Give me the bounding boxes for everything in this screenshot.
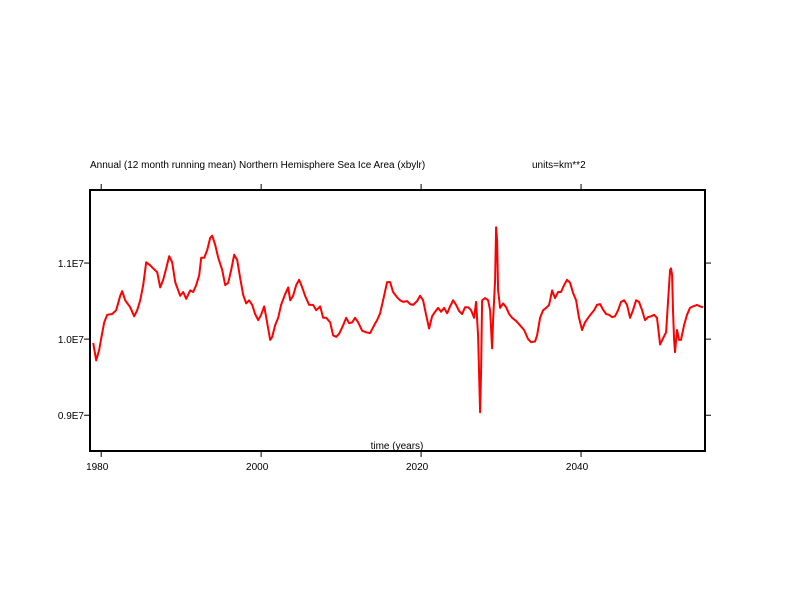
plot-frame bbox=[89, 189, 706, 452]
y-tick-label: 0.9E7 bbox=[58, 411, 85, 422]
x-tick-label: 2000 bbox=[246, 462, 269, 473]
x-tick-label: 1980 bbox=[86, 462, 109, 473]
series-line bbox=[92, 226, 704, 414]
axis-ticks: 1980 2000 2020 2040 0.9E7 1.0E7 1.1E7 bbox=[58, 184, 711, 473]
chart-title: Annual (12 month running mean) Northern … bbox=[90, 160, 425, 171]
x-tick-label: 2040 bbox=[566, 462, 589, 473]
x-tick-label: 2020 bbox=[406, 462, 429, 473]
y-tick-label: 1.0E7 bbox=[58, 335, 85, 346]
units-label: units=km**2 bbox=[532, 160, 586, 171]
y-tick-label: 1.1E7 bbox=[58, 259, 85, 270]
x-axis-label: time (years) bbox=[371, 441, 424, 452]
series-group bbox=[92, 226, 704, 414]
